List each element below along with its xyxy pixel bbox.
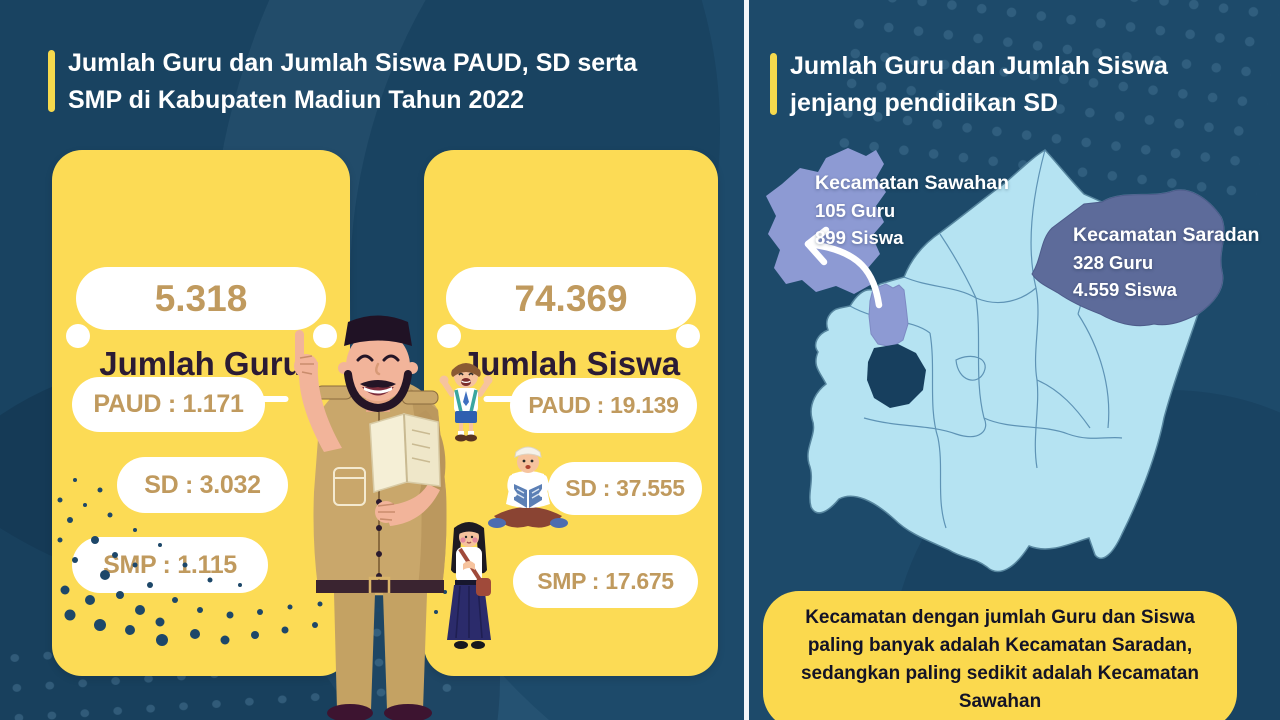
accent-bar — [48, 50, 55, 112]
card-pin-circle — [676, 324, 700, 348]
left-title-line1: Jumlah Guru dan Jumlah Siswa PAUD, SD se… — [68, 49, 638, 77]
saradan-name: Kecamatan Saradan — [1073, 224, 1260, 246]
siswa-sd-pill: SD : 37.555 — [548, 462, 702, 515]
map-region-saradan — [1031, 189, 1225, 327]
map-enclave — [867, 344, 926, 408]
dot-cluster-decoration — [57, 478, 472, 646]
guru-card-title: Jumlah Guru — [99, 345, 303, 382]
guru-sd-pill: SD : 3.032 — [117, 457, 288, 513]
sawahan-siswa: 899 Siswa — [815, 227, 904, 248]
card-pin-circle — [313, 324, 337, 348]
guru-total-pill: 5.318 — [76, 267, 326, 330]
callout-arrow-icon — [804, 226, 883, 309]
left-title-line2: SMP di Kabupaten Madiun Tahun 2022 — [68, 86, 525, 114]
teacher-illustration — [294, 315, 447, 720]
card-pin-circle — [66, 324, 90, 348]
sawahan-guru: 105 Guru — [815, 200, 896, 221]
reading-boy-illustration — [488, 446, 568, 528]
accent-bar — [770, 53, 777, 115]
guru-card: Jumlah Guru 5.318 PAUD : 1.171 SD : 3.03… — [52, 150, 350, 676]
siswa-paud-pill: PAUD : 19.139 — [510, 378, 697, 433]
peci-cap — [344, 315, 412, 346]
right-title-line1: Jumlah Guru dan Jumlah Siswa — [790, 52, 1168, 80]
sawahan-name: Kecamatan Sawahan — [815, 172, 1010, 194]
right-panel-title: Jumlah Guru dan Jumlah Siswa jenjang pen… — [790, 48, 1168, 122]
book-illustration — [369, 413, 441, 493]
saradan-label: Kecamatan Saradan 328 Guru 4.559 Siswa — [1073, 222, 1259, 303]
guru-smp-pill: SMP : 1.115 — [72, 537, 268, 593]
saradan-guru: 328 Guru — [1073, 252, 1154, 273]
siswa-smp-pill: SMP : 17.675 — [513, 555, 698, 608]
siswa-card-title: Jumlah Siswa — [461, 345, 681, 382]
left-panel-title: Jumlah Guru dan Jumlah Siswa PAUD, SD se… — [68, 45, 637, 119]
guru-paud-pill: PAUD : 1.171 — [72, 377, 265, 432]
teacher-trousers — [334, 593, 375, 710]
panel-divider — [744, 0, 749, 720]
sawahan-label: Kecamatan Sawahan 105 Guru 899 Siswa — [815, 170, 1009, 251]
teacher-raised-arm — [299, 362, 342, 452]
right-title-line2: jenjang pendidikan SD — [790, 89, 1059, 117]
madiun-district-map — [766, 148, 1225, 573]
card-pin-circle — [437, 324, 461, 348]
schoolgirl-illustration — [447, 522, 491, 649]
cheering-boy-illustration — [439, 363, 493, 442]
saradan-siswa: 4.559 Siswa — [1073, 279, 1177, 300]
siswa-total-pill: 74.369 — [446, 267, 696, 330]
conclusion-note: Kecamatan dengan jumlah Guru dan Siswa p… — [763, 591, 1237, 720]
